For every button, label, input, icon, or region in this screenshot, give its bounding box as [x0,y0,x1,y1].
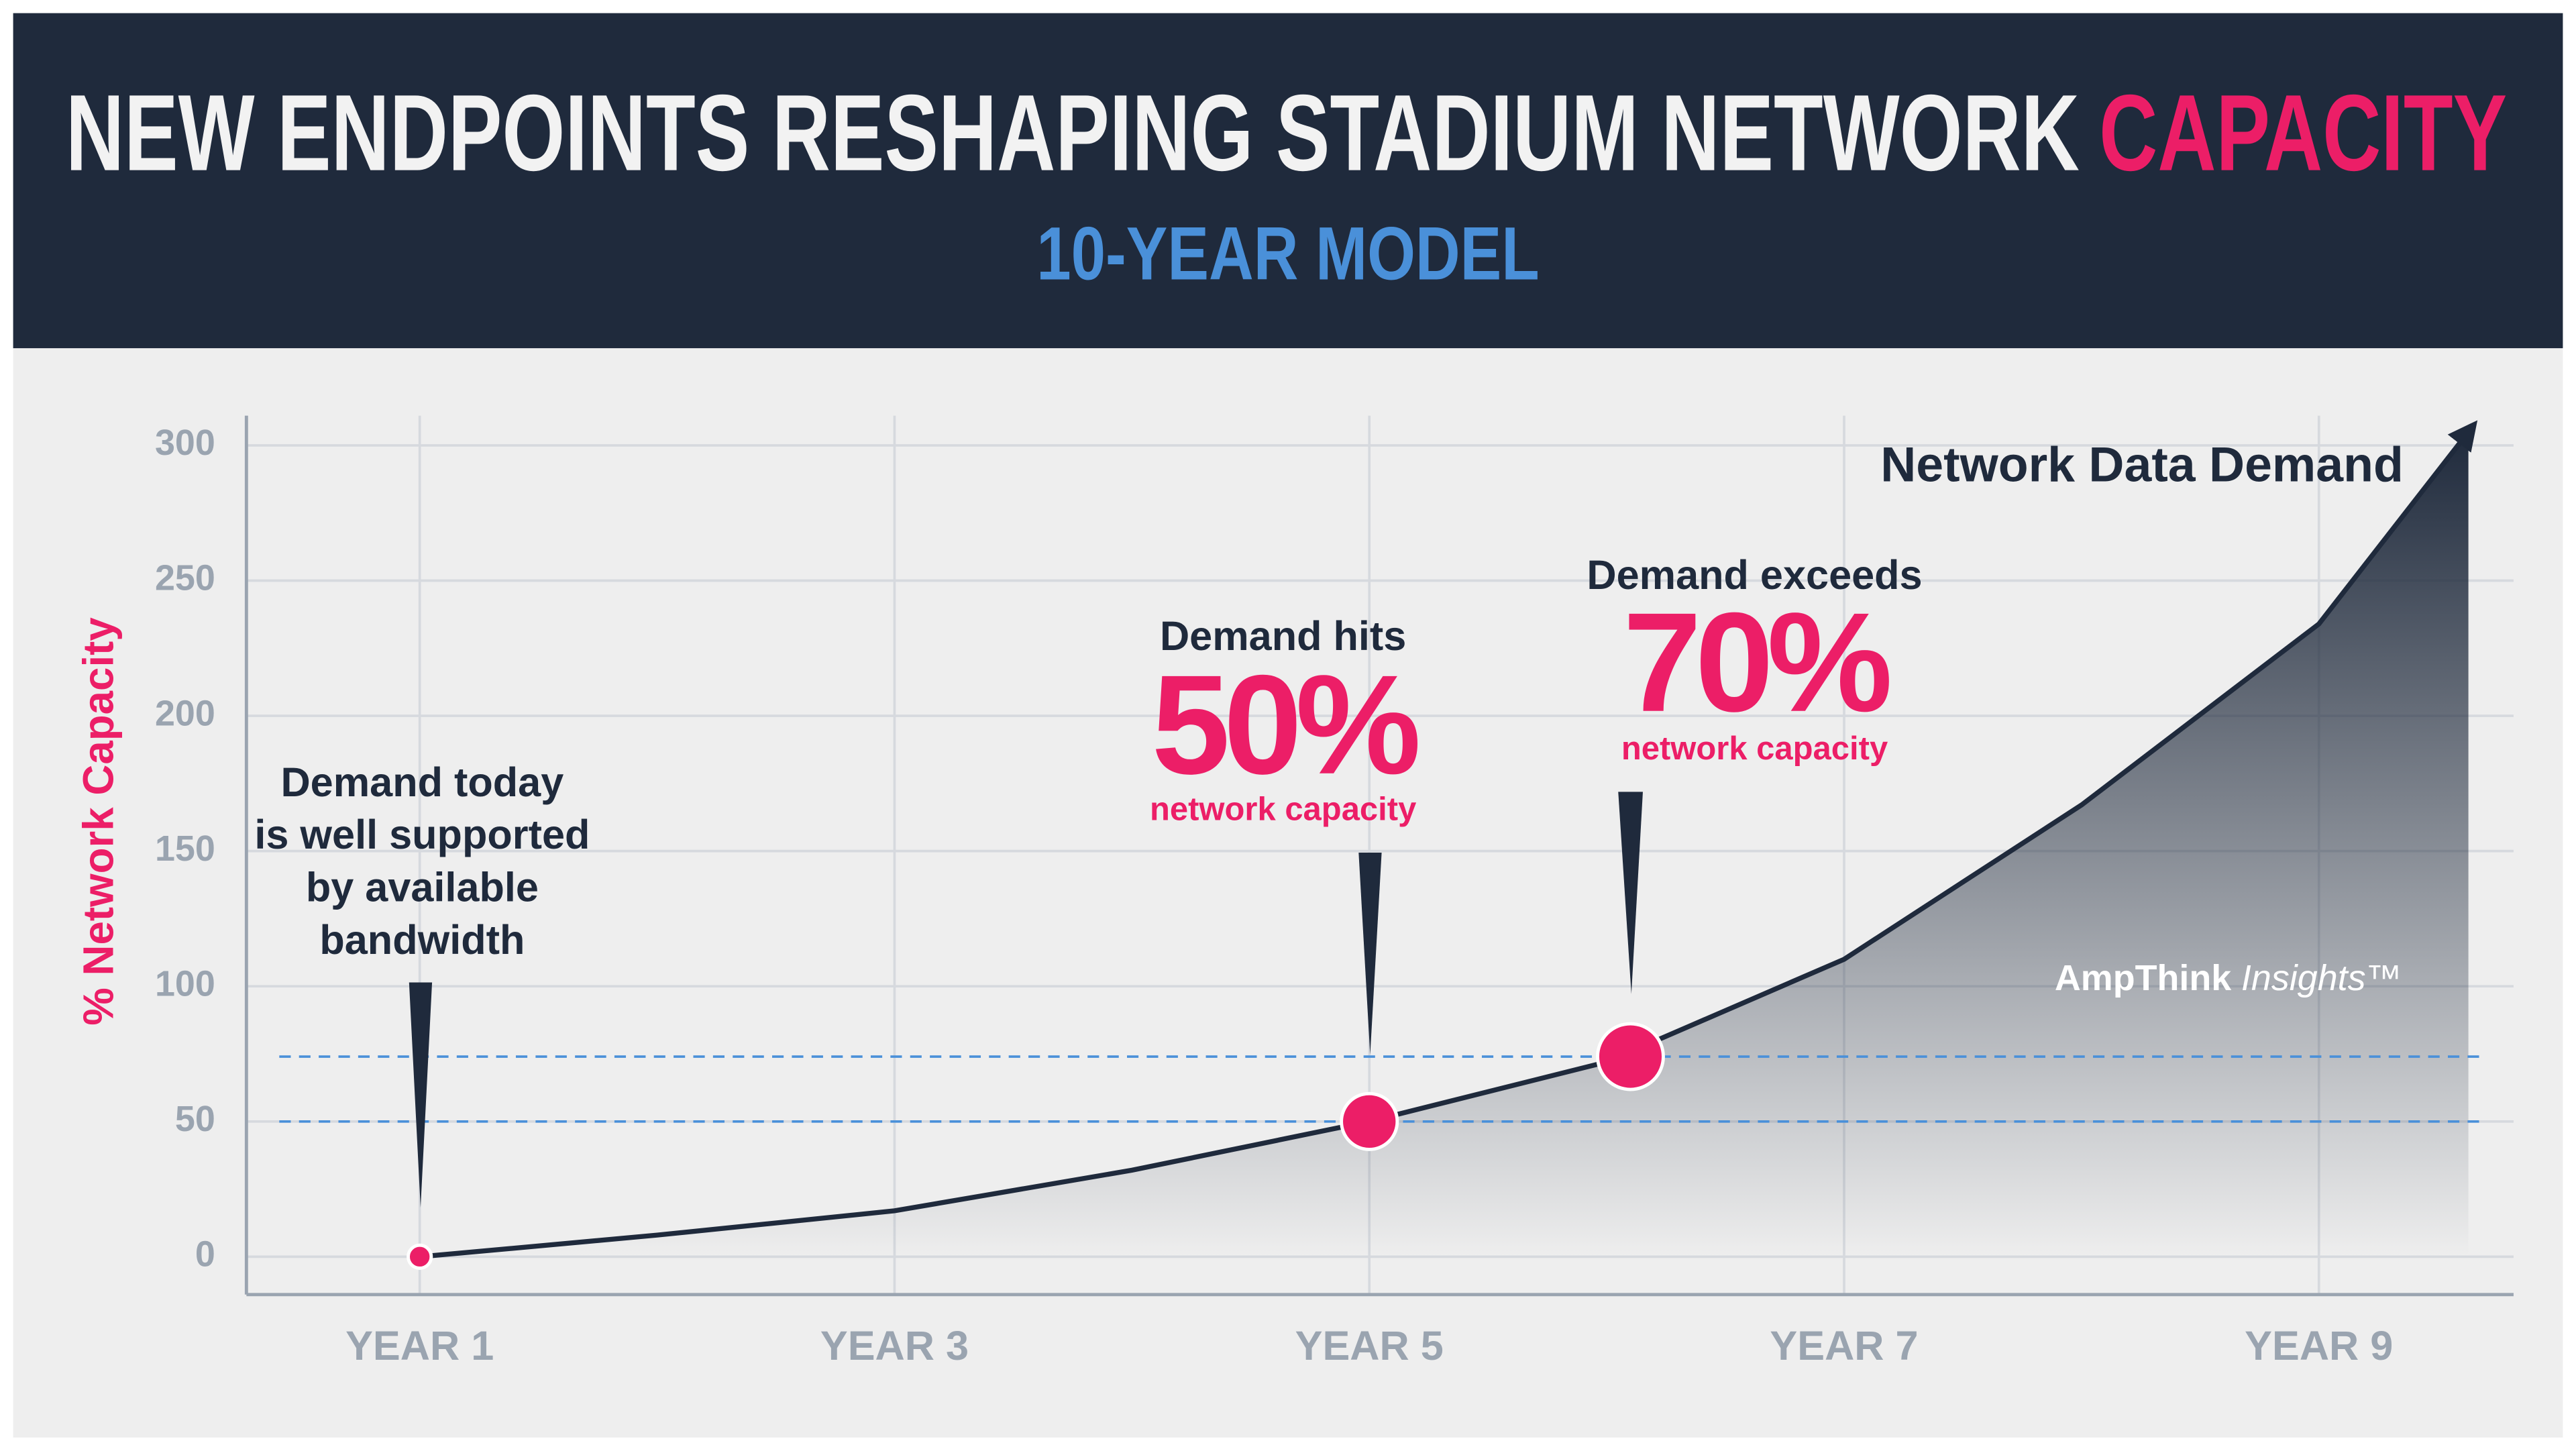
x-tick-label: YEAR 3 [820,1323,969,1368]
annotation-text: is well supported [254,812,590,857]
series-label: Network Data Demand [1880,436,2404,492]
y-tick-label: 100 [155,963,215,1004]
title-main: NEW ENDPOINTS RESHAPING STADIUM NETWORK [66,72,2080,193]
highlight-point [407,1243,433,1270]
y-tick-label: 300 [155,423,215,463]
x-tick-label: YEAR 5 [1295,1323,1444,1368]
x-tick-label: YEAR 9 [2245,1323,2393,1368]
y-tick-label: 150 [155,828,215,869]
annotation-text: bandwidth [319,917,525,963]
y-tick-label: 200 [155,693,215,733]
line [419,420,2478,1260]
annotation-text: Demand exceeds [1587,552,1922,598]
title-highlight: CAPACITY [2099,72,2507,193]
chart-title: NEW ENDPOINTS RESHAPING STADIUM NETWORKC… [66,72,2507,193]
highlight-point [1340,1091,1399,1151]
highlight-point [1596,1022,1665,1091]
callout-pointer [409,982,433,1208]
annotation-text: by available [306,865,539,910]
annotation-big: 50% [1152,645,1418,804]
y-tick-label: 0 [195,1234,215,1275]
y-axis-label: % Network Capacity [75,617,123,1026]
callout-pointer [1358,853,1382,1055]
y-tick-label: 250 [155,558,215,598]
annotation-small: network capacity [1621,731,1888,767]
watermark: AmpThink Insights™ [2055,958,2402,998]
annotation-text: Demand today [280,759,564,805]
annotation-text: Demand hits [1160,613,1406,659]
watermark-product: Insights™ [2241,958,2402,998]
labels: 0 50 100 150 200 250 300 YEAR 1 YEAR 3 YEAR 5 YEAR… [155,423,2404,1368]
header [13,13,2563,349]
annotation-big: 70% [1623,583,1889,741]
annotation-small: network capacity [1150,792,1416,828]
y-tick-label: 50 [175,1099,215,1139]
chart-subtitle: 10-YEAR MODEL [1036,211,1539,296]
callout-pointer [1618,792,1643,994]
plot [279,420,2484,1270]
area [419,431,2469,1257]
watermark-brand: AmpThink [2055,958,2231,998]
x-tick-label: YEAR 1 [345,1323,494,1368]
x-tick-label: YEAR 7 [1770,1323,1918,1368]
